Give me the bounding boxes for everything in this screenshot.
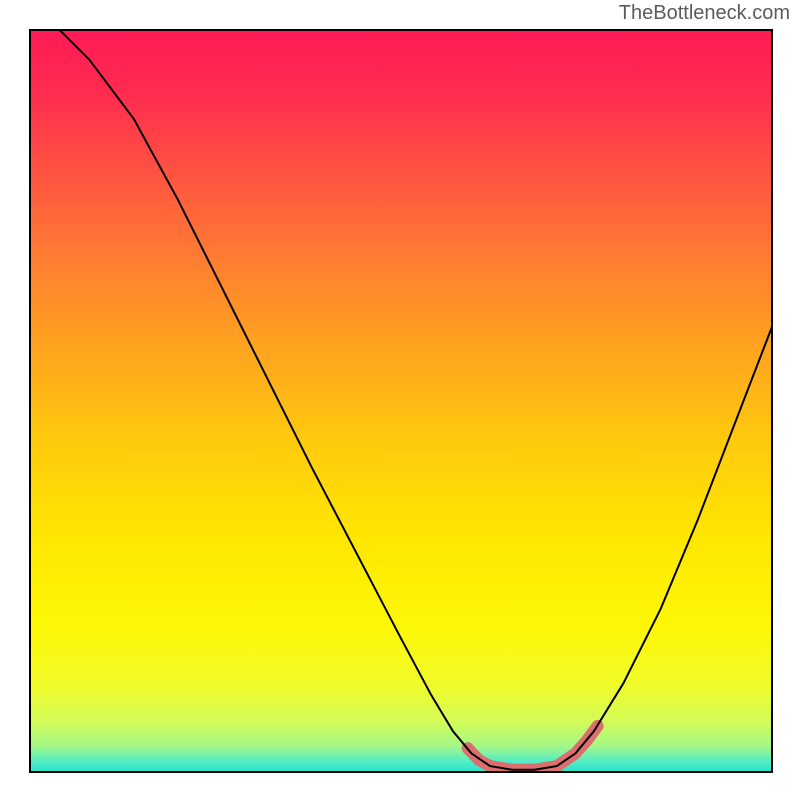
chart-container: TheBottleneck.com	[0, 0, 800, 800]
bottleneck-chart	[0, 0, 800, 800]
watermark-text: TheBottleneck.com	[619, 2, 790, 25]
gradient-background	[30, 30, 772, 772]
